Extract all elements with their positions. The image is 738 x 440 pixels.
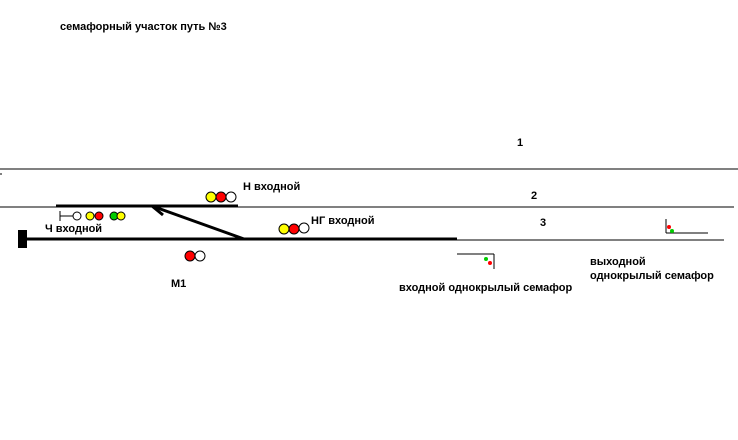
signal-light [85, 211, 95, 221]
semaphore-exit-label-line1: выходной [590, 256, 646, 268]
signal-light [72, 211, 82, 221]
signal-ng-entry [278, 222, 310, 235]
signal-light [205, 191, 217, 203]
signal-light [116, 211, 126, 221]
signal-n-entry-label: Н входной [243, 181, 300, 193]
track-number-3: 3 [540, 217, 546, 229]
semaphore-light [488, 261, 492, 265]
switch-diagonal-2 [151, 204, 164, 217]
signal-light [94, 211, 104, 221]
track-number-1: 1 [517, 137, 523, 149]
switch-diagonal-1 [151, 204, 245, 241]
semaphore-light [484, 257, 488, 261]
signal-light [225, 191, 237, 203]
track-number-2: 2 [531, 190, 537, 202]
semaphore-entry [457, 253, 495, 269]
signal-light [278, 223, 290, 235]
semaphore-light [667, 225, 671, 229]
signal-light [288, 223, 300, 235]
signal-light [184, 250, 196, 262]
dead-end-stop [18, 230, 27, 248]
semaphore-exit-label-line2: однокрылый семафор [590, 270, 714, 282]
signal-m1 [184, 250, 206, 262]
semaphore-light [670, 229, 674, 233]
signal-light [215, 191, 227, 203]
signal-ch-entry [59, 211, 126, 221]
signal-light [194, 250, 206, 262]
semaphore-entry-label: входной однокрылый семафор [399, 282, 572, 294]
signal-m1-label: М1 [171, 278, 186, 290]
diagram-title: семафорный участок путь №3 [60, 21, 227, 33]
semaphore-exit [665, 219, 708, 234]
signal-ng-entry-label: НГ входной [311, 215, 375, 227]
signal-light [298, 222, 310, 234]
signal-ch-entry-label: Ч входной [45, 223, 102, 235]
signal-n-entry [205, 191, 237, 203]
